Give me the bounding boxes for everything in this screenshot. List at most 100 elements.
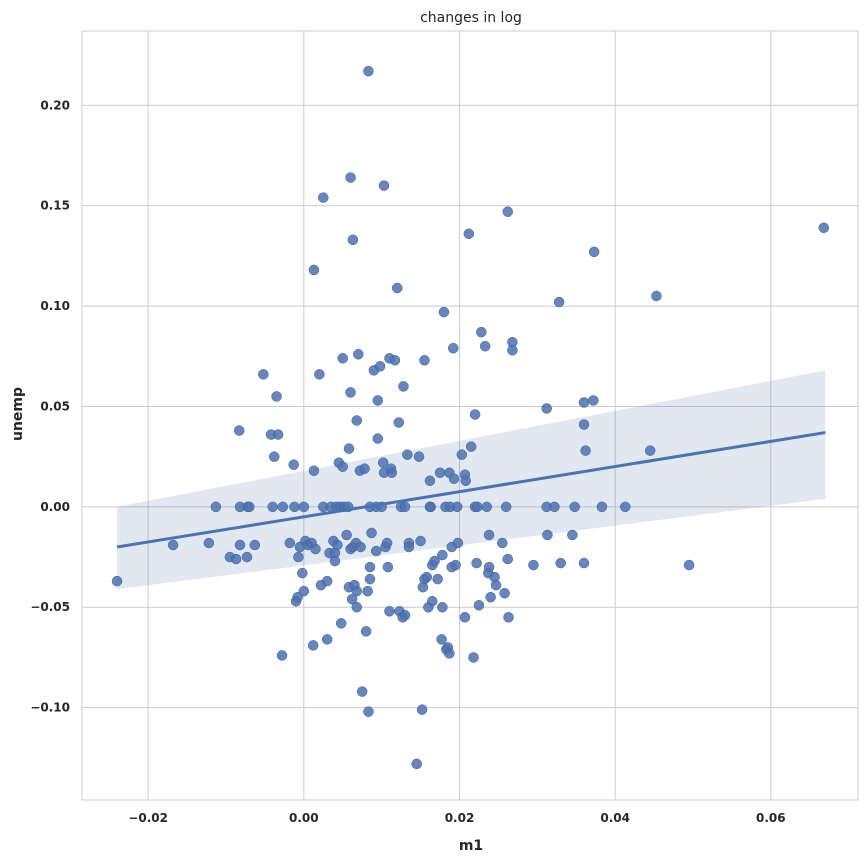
data-point — [437, 601, 448, 613]
data-point — [473, 599, 485, 611]
data-point — [452, 537, 464, 549]
data-point — [314, 369, 325, 380]
data-point — [258, 369, 269, 380]
data-point — [567, 529, 578, 541]
data-point — [483, 529, 495, 541]
data-point — [497, 537, 508, 549]
data-point — [389, 355, 401, 366]
data-point — [345, 172, 356, 183]
data-point — [289, 501, 300, 513]
x-tick-label: 0.04 — [600, 811, 630, 825]
data-point — [359, 463, 370, 474]
data-point — [210, 501, 222, 513]
data-point — [578, 397, 590, 408]
y-tick-label: 0.00 — [40, 500, 70, 514]
data-point — [403, 541, 415, 553]
data-point — [356, 686, 368, 697]
y-tick-label: 0.15 — [40, 199, 70, 213]
data-point — [444, 648, 455, 659]
data-point — [402, 449, 413, 460]
data-point — [241, 551, 253, 563]
y-tick-labels: −0.10 −0.05 0.00 0.05 0.10 0.15 0.20 — [30, 98, 70, 714]
data-point — [413, 451, 425, 462]
data-point — [386, 467, 398, 478]
data-point — [318, 192, 329, 203]
data-point — [549, 501, 560, 513]
data-point — [555, 557, 566, 569]
data-point — [436, 634, 447, 645]
data-point — [411, 758, 422, 770]
data-point — [502, 206, 513, 217]
data-point — [399, 610, 411, 621]
data-point — [343, 443, 355, 454]
data-point — [481, 501, 492, 513]
data-point — [580, 445, 591, 456]
data-point — [419, 355, 430, 366]
data-point — [479, 340, 491, 352]
data-point — [267, 501, 278, 513]
data-point — [578, 419, 590, 430]
data-point — [424, 475, 436, 487]
x-tick-label: 0.06 — [756, 811, 786, 825]
data-point — [485, 591, 496, 603]
y-tick-label: −0.10 — [30, 701, 70, 715]
data-point — [416, 704, 428, 715]
data-point — [483, 561, 495, 573]
data-point — [351, 415, 363, 426]
data-point — [459, 612, 471, 623]
data-point — [230, 553, 242, 565]
confidence-band — [117, 370, 826, 590]
data-point — [448, 342, 459, 354]
data-point — [507, 344, 518, 356]
data-point — [471, 557, 482, 569]
data-point — [297, 567, 308, 579]
data-point — [308, 465, 320, 476]
data-point — [398, 381, 409, 392]
data-point — [298, 501, 310, 513]
data-point — [234, 539, 246, 551]
data-point — [438, 306, 450, 318]
data-point — [683, 559, 695, 571]
data-point — [276, 650, 288, 661]
data-point — [337, 353, 348, 364]
data-point — [450, 559, 461, 571]
data-point — [307, 640, 319, 651]
data-point — [553, 296, 565, 308]
data-point — [363, 706, 374, 717]
data-point — [456, 449, 468, 460]
data-point — [347, 234, 359, 246]
grid-lines — [82, 31, 858, 800]
data-point — [337, 461, 348, 472]
data-point — [429, 555, 440, 567]
data-point — [353, 349, 364, 360]
x-tick-label: −0.02 — [128, 811, 168, 825]
data-point — [818, 222, 830, 234]
data-point — [434, 467, 446, 478]
data-point — [335, 618, 347, 629]
data-points — [111, 65, 830, 770]
data-point — [490, 579, 502, 591]
data-point — [469, 409, 481, 420]
data-point — [578, 557, 590, 569]
data-point — [378, 180, 390, 191]
data-point — [500, 501, 512, 513]
data-point — [370, 545, 382, 557]
data-point — [620, 501, 631, 513]
x-tick-label: 0.02 — [445, 811, 475, 825]
data-point — [588, 246, 600, 258]
x-axis-label: m1 — [459, 838, 483, 854]
data-point — [588, 395, 599, 406]
data-point — [421, 571, 433, 583]
data-point — [393, 417, 405, 428]
data-point — [596, 501, 608, 513]
data-point — [268, 451, 280, 462]
data-point — [345, 387, 356, 398]
data-point — [399, 501, 411, 513]
data-point — [360, 626, 372, 637]
data-point — [432, 573, 443, 585]
regression-line — [116, 431, 826, 549]
data-point — [427, 595, 438, 607]
data-point — [382, 561, 394, 573]
data-point — [363, 65, 374, 77]
data-point — [502, 553, 513, 565]
